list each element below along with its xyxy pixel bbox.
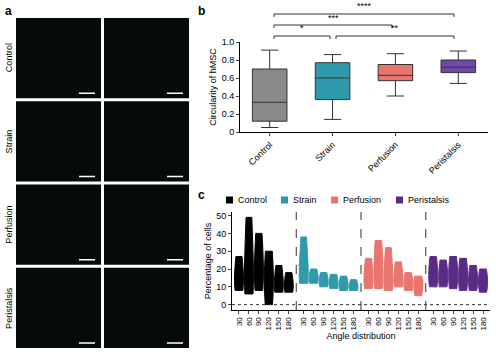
svg-text:30: 30: [364, 317, 373, 326]
svg-text:0.8: 0.8: [222, 55, 235, 65]
svg-text:Angle distribution: Angle distribution: [326, 331, 395, 341]
svg-text:60: 60: [439, 317, 448, 326]
svg-text:90: 90: [319, 317, 328, 326]
svg-text:60: 60: [374, 317, 383, 326]
svg-text:0: 0: [229, 127, 234, 137]
svg-text:c: c: [198, 188, 205, 202]
svg-text:a: a: [5, 4, 12, 18]
svg-text:180: 180: [284, 317, 293, 331]
svg-text:50: 50: [216, 211, 226, 221]
svg-text:120: 120: [394, 317, 403, 331]
svg-text:90: 90: [449, 317, 458, 326]
svg-text:10: 10: [216, 282, 226, 292]
svg-text:30: 30: [299, 317, 308, 326]
svg-text:60: 60: [245, 317, 254, 326]
svg-text:150: 150: [469, 317, 478, 331]
svg-text:0: 0: [221, 300, 226, 310]
svg-text:30: 30: [216, 246, 226, 256]
svg-text:Peristalsis: Peristalsis: [4, 287, 14, 329]
svg-text:60: 60: [309, 317, 318, 326]
svg-text:0.2: 0.2: [222, 109, 235, 119]
svg-text:**: **: [391, 23, 399, 33]
svg-text:90: 90: [384, 317, 393, 326]
svg-text:Strain: Strain: [4, 130, 14, 154]
svg-text:Strain: Strain: [313, 140, 337, 164]
svg-text:150: 150: [404, 317, 413, 331]
svg-text:b: b: [198, 4, 205, 18]
svg-text:Perfusion: Perfusion: [366, 140, 400, 174]
svg-text:****: ****: [357, 1, 372, 11]
svg-text:30: 30: [429, 317, 438, 326]
svg-text:40: 40: [216, 229, 226, 239]
svg-text:Peristalsis: Peristalsis: [427, 139, 463, 175]
svg-text:Percentage of cells: Percentage of cells: [203, 222, 213, 299]
svg-text:***: ***: [328, 13, 339, 23]
svg-text:180: 180: [479, 317, 488, 331]
svg-text:180: 180: [414, 317, 423, 331]
svg-text:Strain: Strain: [293, 195, 317, 205]
svg-text:0.6: 0.6: [222, 73, 235, 83]
svg-text:Perfusion: Perfusion: [4, 206, 14, 244]
svg-text:150: 150: [274, 317, 283, 331]
svg-text:90: 90: [255, 317, 264, 326]
svg-text:20: 20: [216, 264, 226, 274]
svg-text:180: 180: [349, 317, 358, 331]
svg-text:120: 120: [459, 317, 468, 331]
svg-text:Circularity of hMSC: Circularity of hMSC: [208, 48, 218, 126]
svg-text:1.0: 1.0: [222, 37, 235, 47]
svg-text:30: 30: [235, 317, 244, 326]
svg-text:150: 150: [339, 317, 348, 331]
svg-text:*: *: [300, 23, 304, 33]
svg-text:120: 120: [264, 317, 273, 331]
svg-text:Control: Control: [4, 43, 14, 72]
svg-text:Control: Control: [247, 140, 275, 168]
svg-text:Control: Control: [238, 195, 267, 205]
svg-text:120: 120: [329, 317, 338, 331]
svg-text:Peristalsis: Peristalsis: [408, 195, 450, 205]
svg-text:Perfusion: Perfusion: [343, 195, 381, 205]
svg-text:0.4: 0.4: [222, 91, 235, 101]
